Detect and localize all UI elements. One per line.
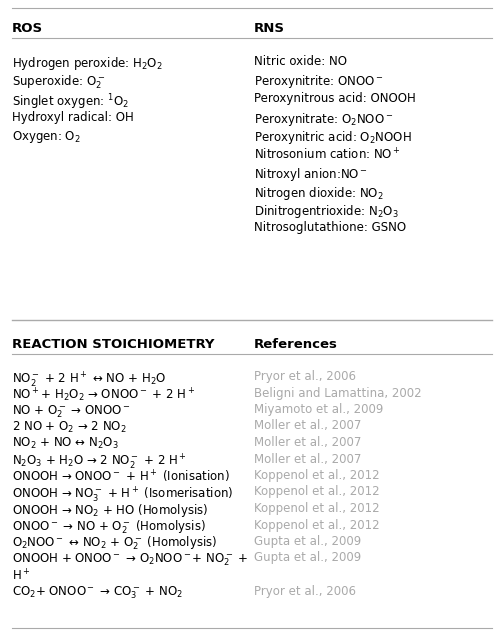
Text: Nitrogen dioxide: NO$_2$: Nitrogen dioxide: NO$_2$	[254, 184, 383, 202]
Text: Moller et al., 2007: Moller et al., 2007	[254, 436, 362, 449]
Text: Moller et al., 2007: Moller et al., 2007	[254, 452, 362, 466]
Text: ONOO$^-$ → NO + O$_2^-$ (Homolysis): ONOO$^-$ → NO + O$_2^-$ (Homolysis)	[12, 519, 206, 536]
Text: Peroxynitrous acid: ONOOH: Peroxynitrous acid: ONOOH	[254, 92, 416, 105]
Text: NO + O$_2^-$ → ONOO$^-$: NO + O$_2^-$ → ONOO$^-$	[12, 403, 131, 420]
Text: Koppenol et al., 2012: Koppenol et al., 2012	[254, 519, 379, 531]
Text: Peroxynitric acid: O$_2$NOOH: Peroxynitric acid: O$_2$NOOH	[254, 129, 412, 146]
Text: REACTION STOICHIOMETRY: REACTION STOICHIOMETRY	[12, 338, 215, 351]
Text: Nitric oxide: NO: Nitric oxide: NO	[254, 55, 347, 68]
Text: Miyamoto et al., 2009: Miyamoto et al., 2009	[254, 403, 383, 416]
Text: Singlet oxygen: $^1$O$_2$: Singlet oxygen: $^1$O$_2$	[12, 92, 129, 112]
Text: Peroxynitrite: ONOO$^-$: Peroxynitrite: ONOO$^-$	[254, 73, 383, 91]
Text: Beligni and Lamattina, 2002: Beligni and Lamattina, 2002	[254, 387, 422, 399]
Text: ONOOH + ONOO$^-$ → O$_2$NOO$^-$+ NO$_2^-$ +: ONOOH + ONOO$^-$ → O$_2$NOO$^-$+ NO$_2^-…	[12, 551, 249, 568]
Text: RNS: RNS	[254, 22, 285, 35]
Text: Nitroxyl anion:NO$^-$: Nitroxyl anion:NO$^-$	[254, 166, 368, 183]
Text: Peroxynitrate: O$_2$NOO$^-$: Peroxynitrate: O$_2$NOO$^-$	[254, 110, 393, 128]
Text: Oxygen: O$_2$: Oxygen: O$_2$	[12, 129, 81, 145]
Text: Moller et al., 2007: Moller et al., 2007	[254, 420, 362, 433]
Text: ONOOH → ONOO$^-$ + H$^+$ (Ionisation): ONOOH → ONOO$^-$ + H$^+$ (Ionisation)	[12, 469, 230, 486]
Text: Koppenol et al., 2012: Koppenol et al., 2012	[254, 502, 379, 515]
Text: Nitrosoglutathione: GSNO: Nitrosoglutathione: GSNO	[254, 221, 406, 235]
Text: Pryor et al., 2006: Pryor et al., 2006	[254, 584, 356, 598]
Text: ONOOH → NO$_2$ + HO (Homolysis): ONOOH → NO$_2$ + HO (Homolysis)	[12, 502, 208, 519]
Text: ONOOH → NO$_3^-$ + H$^+$ (Isomerisation): ONOOH → NO$_3^-$ + H$^+$ (Isomerisation)	[12, 486, 234, 504]
Text: Pryor et al., 2006: Pryor et al., 2006	[254, 370, 356, 383]
Text: ROS: ROS	[12, 22, 43, 35]
Text: N$_2$O$_3$ + H$_2$O → 2 NO$_2^-$ + 2 H$^+$: N$_2$O$_3$ + H$_2$O → 2 NO$_2^-$ + 2 H$^…	[12, 452, 187, 471]
Text: Koppenol et al., 2012: Koppenol et al., 2012	[254, 486, 379, 498]
Text: Hydrogen peroxide: H$_2$O$_2$: Hydrogen peroxide: H$_2$O$_2$	[12, 55, 163, 72]
Text: References: References	[254, 338, 338, 351]
Text: H$^+$: H$^+$	[12, 568, 30, 583]
Text: NO$^+$+ H$_2$O$_2$ → ONOO$^-$ + 2 H$^+$: NO$^+$+ H$_2$O$_2$ → ONOO$^-$ + 2 H$^+$	[12, 387, 195, 404]
Text: Koppenol et al., 2012: Koppenol et al., 2012	[254, 469, 379, 482]
Text: Nitrosonium cation: NO$^+$: Nitrosonium cation: NO$^+$	[254, 147, 401, 163]
Text: Hydroxyl radical: OH: Hydroxyl radical: OH	[12, 110, 134, 124]
Text: Gupta et al., 2009: Gupta et al., 2009	[254, 551, 361, 565]
Text: O$_2$NOO$^-$ ↔ NO$_2$ + O$_2^-$ (Homolysis): O$_2$NOO$^-$ ↔ NO$_2$ + O$_2^-$ (Homolys…	[12, 535, 217, 553]
Text: CO$_2$+ ONOO$^-$ → CO$_3^-$ + NO$_2$: CO$_2$+ ONOO$^-$ → CO$_3^-$ + NO$_2$	[12, 584, 183, 601]
Text: NO$_2^-$ + 2 H$^+$ ↔ NO + H$_2$O: NO$_2^-$ + 2 H$^+$ ↔ NO + H$_2$O	[12, 370, 166, 389]
Text: 2 NO + O$_2$ → 2 NO$_2$: 2 NO + O$_2$ → 2 NO$_2$	[12, 420, 126, 434]
Text: Superoxide: O$_2^-$: Superoxide: O$_2^-$	[12, 73, 105, 91]
Text: Dinitrogentrioxide: N$_2$O$_3$: Dinitrogentrioxide: N$_2$O$_3$	[254, 203, 399, 220]
Text: Gupta et al., 2009: Gupta et al., 2009	[254, 535, 361, 548]
Text: NO$_2$ + NO ↔ N$_2$O$_3$: NO$_2$ + NO ↔ N$_2$O$_3$	[12, 436, 119, 451]
